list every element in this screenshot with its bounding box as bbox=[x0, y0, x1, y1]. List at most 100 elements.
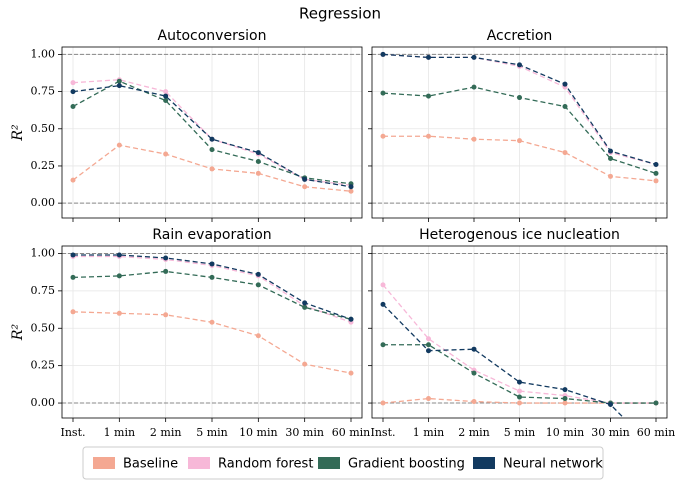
data-point bbox=[255, 282, 261, 288]
data-point bbox=[163, 89, 169, 95]
data-point bbox=[562, 396, 568, 402]
legend-swatch bbox=[318, 457, 340, 469]
data-point bbox=[471, 370, 477, 376]
data-point bbox=[562, 400, 568, 406]
data-point bbox=[608, 156, 613, 162]
plot-area bbox=[380, 282, 659, 453]
plot-area bbox=[70, 252, 354, 376]
data-point bbox=[163, 255, 169, 261]
panel-title: Rain evaporation bbox=[152, 227, 271, 243]
panel: Autoconversion 0.00 0.25 0.50 0.75 1.00 R² bbox=[10, 28, 363, 222]
data-point bbox=[116, 83, 122, 89]
data-point bbox=[517, 138, 522, 144]
data-point bbox=[380, 90, 386, 96]
legend-swatch bbox=[473, 457, 495, 469]
data-point bbox=[471, 84, 477, 90]
x-tick-label: 10 min bbox=[546, 426, 585, 439]
y-tick-label: 0.75 bbox=[31, 284, 56, 297]
data-point bbox=[426, 93, 431, 99]
legend-swatch bbox=[188, 457, 210, 469]
data-point bbox=[653, 161, 659, 167]
data-point bbox=[116, 142, 122, 148]
data-point bbox=[608, 173, 613, 179]
data-point bbox=[608, 402, 613, 408]
data-point bbox=[255, 150, 261, 156]
x-tick-label: 5 min bbox=[504, 426, 536, 439]
y-tick-label: 0.50 bbox=[31, 122, 56, 135]
x-tick-label: Inst. bbox=[61, 426, 86, 439]
y-tick-label: 1.00 bbox=[31, 47, 56, 60]
data-point bbox=[348, 316, 354, 322]
data-point bbox=[471, 54, 477, 60]
panel-title: Accretion bbox=[487, 28, 553, 44]
data-point bbox=[380, 133, 386, 139]
data-point bbox=[116, 310, 122, 316]
y-tick-label: 1.00 bbox=[31, 246, 56, 259]
x-tick-label: 30 min bbox=[285, 426, 324, 439]
data-point bbox=[471, 399, 477, 405]
data-point bbox=[209, 319, 215, 325]
legend-swatch bbox=[93, 457, 115, 469]
data-point bbox=[163, 268, 169, 274]
data-point bbox=[426, 396, 431, 402]
legend: Baseline Random forest Gradient boosting Ne… bbox=[82, 446, 604, 480]
data-point bbox=[255, 170, 261, 176]
y-axis-label: R² bbox=[10, 124, 26, 142]
panel: Accretion bbox=[368, 28, 668, 222]
legend-frame bbox=[82, 446, 604, 480]
figure-title: Regression bbox=[299, 5, 381, 23]
data-point bbox=[426, 133, 431, 139]
x-tick-label: 60 min bbox=[637, 426, 676, 439]
y-tick-label: 0.00 bbox=[31, 396, 56, 409]
data-point bbox=[163, 151, 169, 157]
data-point bbox=[302, 176, 308, 182]
data-point bbox=[255, 271, 261, 277]
panel-frame bbox=[61, 245, 363, 419]
data-point bbox=[255, 158, 261, 164]
data-point bbox=[348, 188, 354, 194]
data-point bbox=[380, 282, 386, 288]
data-point bbox=[209, 136, 215, 142]
data-point bbox=[426, 342, 431, 348]
data-point bbox=[255, 333, 261, 339]
x-tick-label: 1 min bbox=[104, 426, 136, 439]
plot-area bbox=[380, 51, 659, 184]
data-point bbox=[348, 184, 354, 190]
panel-title: Heterogenous ice nucleation bbox=[419, 227, 620, 243]
data-point bbox=[209, 166, 215, 172]
data-point bbox=[70, 103, 76, 109]
y-tick-label: 0.25 bbox=[31, 159, 56, 172]
data-point bbox=[517, 95, 522, 101]
x-tick-label: 30 min bbox=[591, 426, 630, 439]
panel-frame bbox=[61, 46, 363, 219]
data-point bbox=[517, 379, 522, 385]
data-point bbox=[163, 98, 169, 104]
data-point bbox=[116, 78, 122, 84]
data-point bbox=[608, 148, 613, 154]
y-axis-label: R² bbox=[10, 324, 26, 342]
data-point bbox=[380, 51, 386, 57]
y-tick-label: 0.00 bbox=[31, 196, 56, 209]
data-point bbox=[517, 62, 522, 68]
data-point bbox=[70, 80, 76, 86]
data-point bbox=[209, 274, 215, 280]
data-point bbox=[380, 342, 386, 348]
data-point bbox=[471, 346, 477, 352]
panel-frame bbox=[371, 46, 668, 219]
data-point bbox=[562, 150, 568, 156]
data-point bbox=[209, 147, 215, 153]
legend-label: Neural network bbox=[503, 457, 603, 472]
legend-label: Gradient boosting bbox=[348, 457, 465, 472]
data-point bbox=[517, 388, 522, 394]
x-tick-label: 2 min bbox=[458, 426, 490, 439]
y-tick-label: 0.25 bbox=[31, 359, 56, 372]
data-point bbox=[302, 300, 308, 306]
panel: Heterogenous ice nucleation Inst. 1 min 2 m… bbox=[368, 227, 676, 453]
data-point bbox=[302, 184, 308, 190]
data-point bbox=[380, 301, 386, 307]
data-point bbox=[654, 448, 659, 453]
y-tick-label: 0.50 bbox=[31, 321, 56, 334]
data-point bbox=[562, 103, 568, 109]
x-tick-label: 5 min bbox=[196, 426, 228, 439]
panel: Rain evaporation 0.00 0.25 0.50 0.75 1.00 Inst… bbox=[10, 227, 370, 439]
